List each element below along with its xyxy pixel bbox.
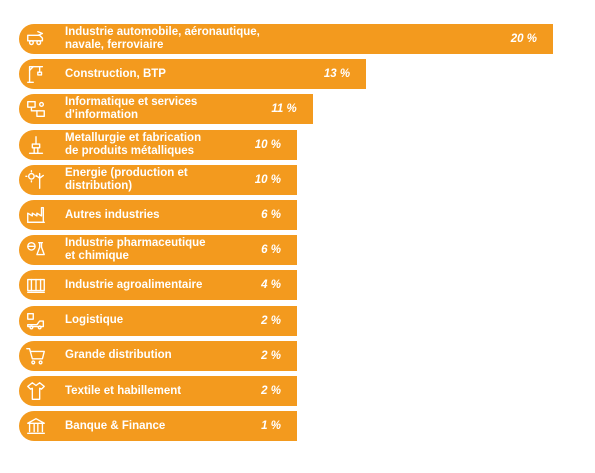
value-label: 4 % <box>261 279 281 292</box>
category-label: Industrie agroalimentaire <box>65 278 203 291</box>
bar: Informatique et services d'information 11… <box>19 94 313 125</box>
pharma-chemistry-icon <box>27 242 45 256</box>
category-label: Metallurgie et fabrication de produits m… <box>65 131 202 157</box>
value-label: 2 % <box>261 385 281 397</box>
value-label: 2 % <box>261 314 281 327</box>
category-label: Industrie pharmaceutique et chimique <box>65 237 206 263</box>
network-computer-icon <box>27 101 45 118</box>
clothing-icon <box>27 382 45 400</box>
bar: Metallurgie et fabrication de produits m… <box>19 129 297 160</box>
value-label: 2 % <box>261 349 281 362</box>
food-processing-icon <box>27 279 45 294</box>
category-label: Logistique <box>65 314 124 327</box>
category-label: Grande distribution <box>65 349 172 362</box>
bar: Industrie agroalimentaire 4 % <box>19 270 297 301</box>
category-label: Autres industries <box>65 208 160 221</box>
bar: Banque & Finance 1 % <box>19 411 297 442</box>
factory-icon <box>27 206 45 224</box>
value-label: 10 % <box>254 138 281 151</box>
bank-icon <box>27 418 45 435</box>
value-label: 6 % <box>261 209 281 221</box>
value-label: 20 % <box>510 33 537 45</box>
bar: Industrie automobile, aéronautique, nava… <box>19 24 553 54</box>
construction-crane-icon <box>27 66 44 84</box>
transport-icon <box>27 30 44 46</box>
value-label: 6 % <box>261 244 281 257</box>
bar: Textile et habillement 2 % <box>19 376 297 406</box>
value-label: 10 % <box>254 173 281 186</box>
value-label: 13 % <box>323 68 351 81</box>
category-label: Industrie automobile, aéronautique, nava… <box>65 26 260 51</box>
category-label: Construction, BTP <box>65 67 166 80</box>
category-label: Energie (production et distribution) <box>65 166 188 192</box>
bar: Energie (production et distribution) 10 % <box>19 164 297 195</box>
solar-wind-energy-icon <box>25 169 45 189</box>
shopping-cart-icon <box>26 347 45 365</box>
logistics-icon <box>27 312 45 330</box>
bar: Autres industries 6 % <box>19 200 297 230</box>
category-label: Banque & Finance <box>65 419 166 432</box>
metal-press-icon <box>28 135 44 154</box>
value-label: 1 % <box>261 420 281 433</box>
bar: Industrie pharmaceutique et chimique 6 % <box>19 235 297 266</box>
category-label: Informatique et services d'information <box>65 96 198 122</box>
bar: Grande distribution 2 % <box>19 340 297 371</box>
bar: Construction, BTP 13 % <box>19 59 367 90</box>
bar: Logistique 2 % <box>19 305 297 336</box>
category-label: Textile et habillement <box>65 384 182 397</box>
value-label: 11 % <box>271 103 297 116</box>
